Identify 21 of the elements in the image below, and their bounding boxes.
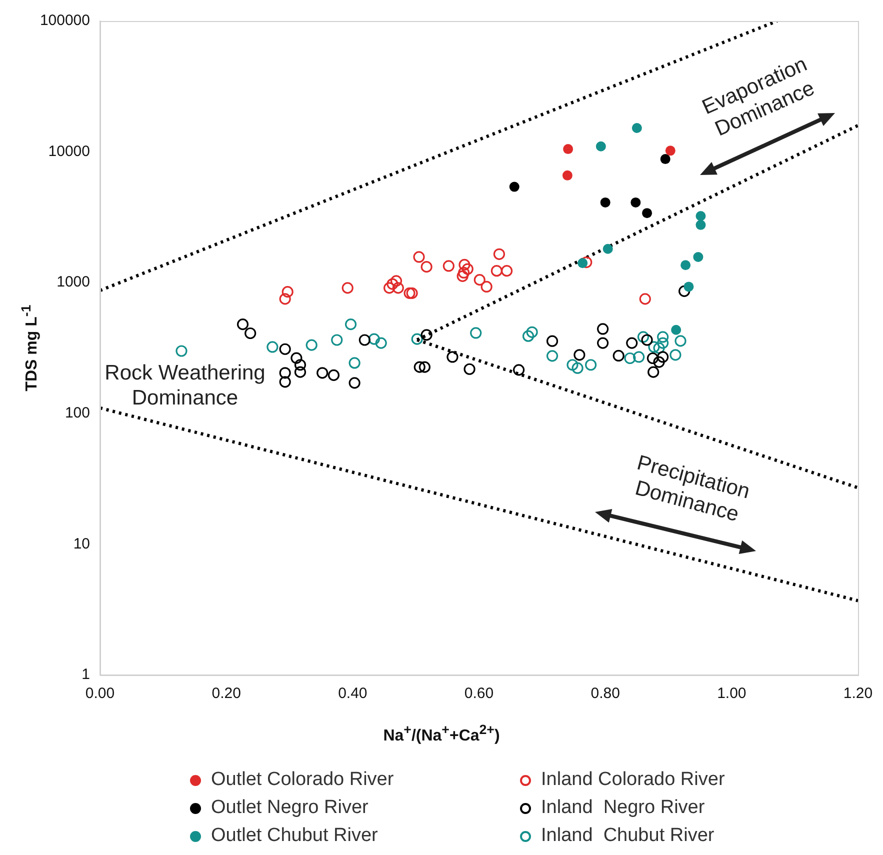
legend-label: Outlet Negro River xyxy=(211,797,368,819)
annotation: Rock Weathering Dominance xyxy=(104,361,266,410)
legend-label: Inland Chubut River xyxy=(541,825,714,847)
legend-label: Inland Colorado River xyxy=(541,769,725,791)
y-tick-label: 1 xyxy=(82,666,90,684)
legend-label: Inland Negro River xyxy=(541,797,705,819)
x-tick-label: 0.20 xyxy=(212,685,241,702)
y-tick-label: 10 xyxy=(73,535,90,552)
legend-label: Outlet Colorado River xyxy=(211,769,394,791)
x-tick-label: 1.00 xyxy=(717,685,746,702)
y-tick-label: 100000 xyxy=(40,12,90,30)
legend-label: Outlet Chubut River xyxy=(211,825,378,847)
x-tick-label: 0.80 xyxy=(590,685,620,702)
x-axis-title: Na$^{+}$/(Na$^{+}$+Ca$^{2+}$) xyxy=(382,722,501,746)
y-tick-label: 100 xyxy=(64,404,90,422)
x-tick-label: 0.00 xyxy=(85,685,115,702)
y-tick-label: 1000 xyxy=(56,274,90,291)
x-tick-label: 0.60 xyxy=(464,685,494,702)
y-tick-label: 10000 xyxy=(48,142,90,160)
x-tick-label: 1.20 xyxy=(843,685,873,702)
x-tick-label: 0.40 xyxy=(338,685,368,702)
